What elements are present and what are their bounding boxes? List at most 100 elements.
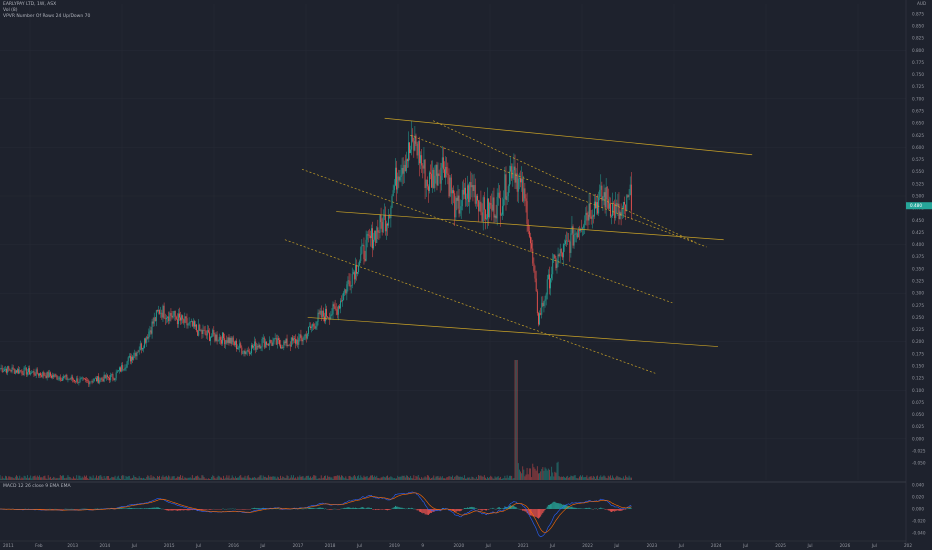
macd-histogram-bar <box>411 507 413 509</box>
volume-bar <box>614 478 616 480</box>
candle-body <box>542 302 544 306</box>
volume-bar <box>517 463 519 480</box>
macd-histogram-bar <box>614 509 616 512</box>
macd-histogram-bar <box>538 509 539 519</box>
candle-body <box>215 334 217 341</box>
volume-bar <box>570 475 572 480</box>
volume-bar <box>358 475 360 480</box>
candle-body <box>268 344 270 346</box>
volume-bar <box>180 475 181 480</box>
volume-bar <box>37 476 39 480</box>
candle-body <box>179 313 180 318</box>
candle-body <box>317 312 319 322</box>
volume-bar <box>54 477 56 480</box>
volume-bar <box>585 477 587 480</box>
candle-body <box>315 326 317 329</box>
volume-bar <box>164 476 166 480</box>
volume-bar <box>508 475 510 480</box>
volume-bar <box>258 477 260 480</box>
volume-bar <box>345 476 347 480</box>
candle-body <box>445 166 447 178</box>
volume-bar <box>192 478 194 480</box>
macd-histogram-bar <box>539 509 541 518</box>
candle-body <box>454 193 456 218</box>
volume-bar <box>582 475 584 480</box>
macd-histogram-bar <box>351 507 353 509</box>
candle-body <box>383 214 385 217</box>
candle-body <box>168 316 170 322</box>
macd-histogram-bar <box>168 509 170 511</box>
macd-histogram-bar <box>628 508 630 509</box>
candle-body <box>39 373 40 376</box>
candle-body <box>472 185 474 191</box>
macd-histogram-bar <box>550 504 551 509</box>
candle-body <box>120 367 121 372</box>
price-tick-label: 0.275 <box>912 303 924 308</box>
volume-bar <box>267 477 268 480</box>
trendlines[interactable] <box>284 117 753 374</box>
macd-histogram-bar <box>401 507 403 509</box>
candle-body <box>282 347 284 349</box>
candle-body <box>213 329 215 335</box>
candle-body <box>285 338 287 344</box>
macd-histogram-bar <box>546 506 548 509</box>
volume-bar <box>232 477 234 480</box>
volume-bar <box>619 477 621 480</box>
macd-legend[interactable]: MACD 12 26 close 9 EMA EMA <box>3 484 71 489</box>
macd-histogram-bar <box>360 507 362 509</box>
macd-background <box>0 484 906 540</box>
candle-body <box>198 324 200 336</box>
volume-bar <box>530 468 531 480</box>
volume-bar <box>301 476 303 480</box>
macd-histogram-bar <box>604 509 606 510</box>
volume-bar <box>276 476 278 480</box>
macd-histogram-bar <box>365 508 367 509</box>
time-axis[interactable]: 2011 Feb 2013 2014 Jul 2015 Jul 2016 Jul 2017 2018… <box>0 540 912 548</box>
volume-bar <box>460 477 462 480</box>
symbol-legend[interactable]: EARLYPAY LTD, 1W, ASX <box>3 2 57 7</box>
candle-body <box>520 178 521 183</box>
volume-bar <box>539 473 541 480</box>
candle-body <box>545 294 547 300</box>
candle-body <box>609 203 611 217</box>
candle-body <box>26 372 28 375</box>
macd-histogram-bar <box>467 507 469 509</box>
candle-body <box>373 239 375 249</box>
volume-bar <box>179 476 180 480</box>
macd-histogram-bar <box>260 508 262 509</box>
vpvr-legend[interactable]: VPVR Number Of Rows 24 Up/Down 70 <box>3 14 91 19</box>
volume-bar <box>279 478 280 480</box>
macd-histogram-bar <box>618 509 620 511</box>
volume-bar <box>417 475 419 480</box>
candle-body <box>304 334 306 336</box>
volume-bar <box>132 477 134 480</box>
price-axis[interactable]: AUD0.8750.8500.8250.8000.7750.7500.7250.… <box>905 0 932 550</box>
volume-bar <box>114 475 116 480</box>
macd-histogram-bar <box>544 509 546 510</box>
volume-bar <box>625 475 627 480</box>
candle-body <box>261 339 263 347</box>
volume-bar <box>201 475 203 480</box>
macd-histogram-bar <box>259 508 261 509</box>
candle-body <box>570 233 572 253</box>
macd-histogram-bar <box>456 509 458 512</box>
volume-bar <box>606 478 608 480</box>
volume-bar <box>366 476 368 480</box>
volume-bar <box>42 477 44 480</box>
candle-body <box>202 330 204 334</box>
volume-bar <box>327 475 329 480</box>
macd-histogram-bar <box>400 507 402 509</box>
candle-body <box>496 196 498 219</box>
volume-bar <box>101 476 103 480</box>
macd-histogram-bar <box>199 509 201 510</box>
volume-legend[interactable]: Vol (8) <box>3 8 18 13</box>
candle-body <box>363 245 365 260</box>
volume-bar <box>262 475 264 480</box>
candle-body <box>340 300 341 309</box>
candle-body <box>100 378 102 381</box>
volume-bar <box>545 468 547 480</box>
candle-body <box>247 350 249 352</box>
macd-histogram-bar <box>573 507 575 509</box>
volume-bar <box>33 476 35 480</box>
